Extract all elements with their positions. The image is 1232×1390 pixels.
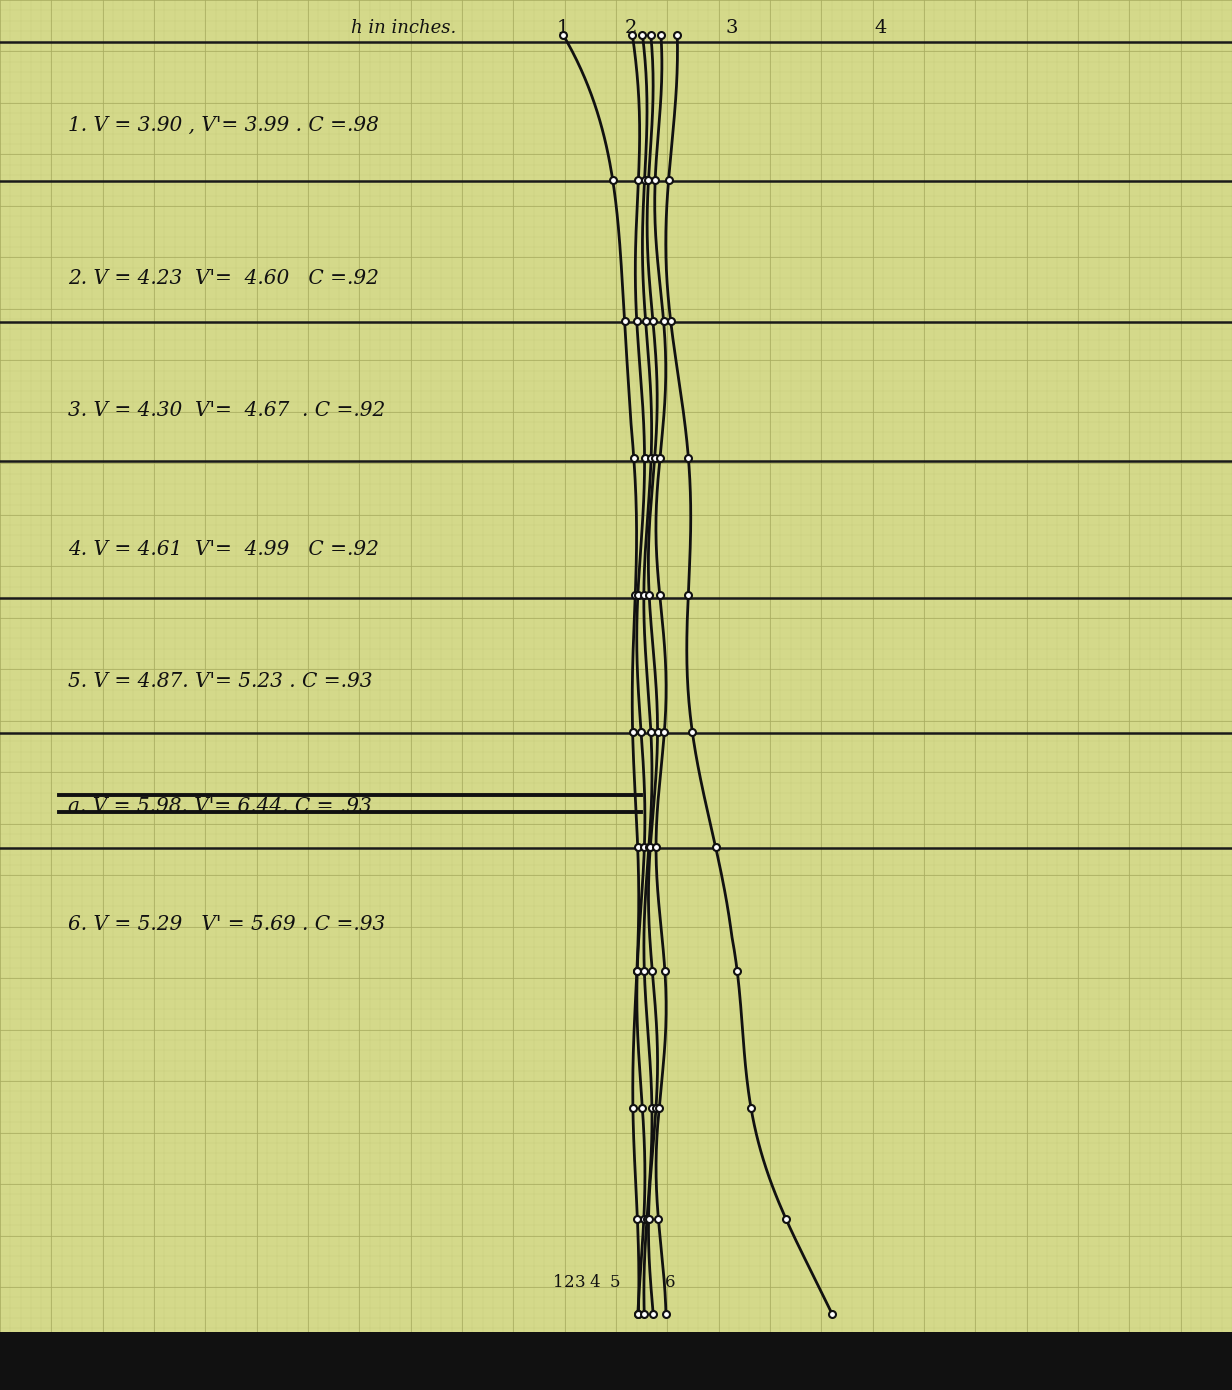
Text: 2: 2 [625, 19, 637, 38]
Text: 4: 4 [590, 1275, 600, 1291]
Text: 6: 6 [665, 1275, 675, 1291]
Text: 5: 5 [610, 1275, 620, 1291]
Text: 2: 2 [564, 1275, 574, 1291]
Text: 4: 4 [875, 19, 887, 38]
Text: 1: 1 [553, 1275, 563, 1291]
Text: h in inches.: h in inches. [351, 19, 456, 38]
Text: 5. V = 4.87. V'= 5.23 . C =.93: 5. V = 4.87. V'= 5.23 . C =.93 [68, 671, 372, 691]
Text: 2. V = 4.23  V'=  4.60   C =.92: 2. V = 4.23 V'= 4.60 C =.92 [68, 268, 378, 288]
Text: a. V = 5.98. V'= 6.44. C = .93: a. V = 5.98. V'= 6.44. C = .93 [68, 796, 372, 816]
Text: 6. V = 5.29   V' = 5.69 . C =.93: 6. V = 5.29 V' = 5.69 . C =.93 [68, 915, 386, 934]
Text: 3: 3 [726, 19, 738, 38]
Text: 4. V = 4.61  V'=  4.99   C =.92: 4. V = 4.61 V'= 4.99 C =.92 [68, 539, 378, 559]
Text: 3. V = 4.30  V'=  4.67  . C =.92: 3. V = 4.30 V'= 4.67 . C =.92 [68, 400, 386, 420]
Bar [0, 1332, 1232, 1390]
Text: 1. V = 3.90 , V'= 3.99 . C =.98: 1. V = 3.90 , V'= 3.99 . C =.98 [68, 115, 378, 135]
Text: 1: 1 [557, 19, 569, 38]
Text: 3: 3 [575, 1275, 585, 1291]
